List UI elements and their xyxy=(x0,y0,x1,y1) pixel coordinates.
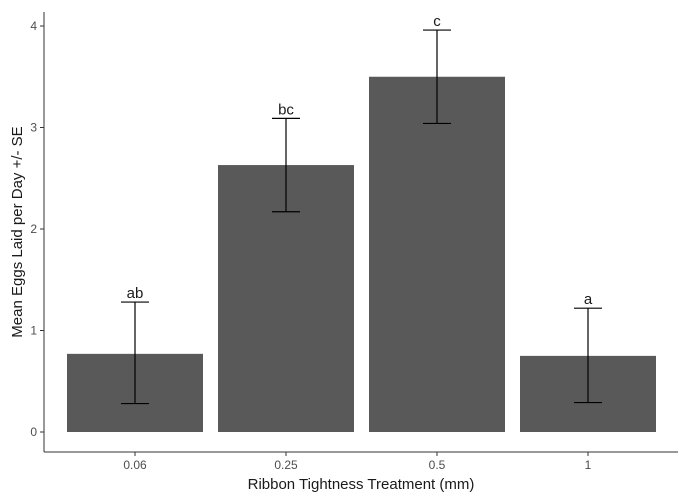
significance-label-0.25: bc xyxy=(278,101,294,118)
x-tick-label-0.25: 0.25 xyxy=(274,458,298,472)
y-tick-label-0: 0 xyxy=(30,425,37,439)
error-bars-group xyxy=(121,29,602,405)
error-bar-0.25 xyxy=(272,117,300,213)
x-tick-label-1: 1 xyxy=(585,458,592,472)
y-ticks-group: 0 1 2 3 4 xyxy=(30,19,44,439)
x-axis-title: Ribbon Tightness Treatment (mm) xyxy=(248,476,475,493)
x-tick-label-0.5: 0.5 xyxy=(429,458,446,472)
x-ticks-group: 0.06 0.25 0.5 1 xyxy=(123,452,592,472)
y-tick-label-1: 1 xyxy=(30,324,37,338)
error-bar-0.5 xyxy=(423,29,451,125)
error-bar-1 xyxy=(574,307,602,404)
y-tick-label-4: 4 xyxy=(30,19,37,33)
y-tick-label-3: 3 xyxy=(30,121,37,135)
bar-0.5 xyxy=(369,76,505,432)
y-tick-label-2: 2 xyxy=(30,222,37,236)
error-bar-0.06 xyxy=(121,301,149,405)
significance-label-1: a xyxy=(584,291,593,308)
significance-label-0.06: ab xyxy=(127,285,144,302)
bars-group xyxy=(67,76,656,432)
significance-labels-group: ab bc c a xyxy=(127,13,593,308)
y-axis-title: Mean Eggs Laid per Day +/- SE xyxy=(9,126,26,337)
significance-label-0.5: c xyxy=(433,13,441,30)
x-tick-label-0.06: 0.06 xyxy=(123,458,147,472)
